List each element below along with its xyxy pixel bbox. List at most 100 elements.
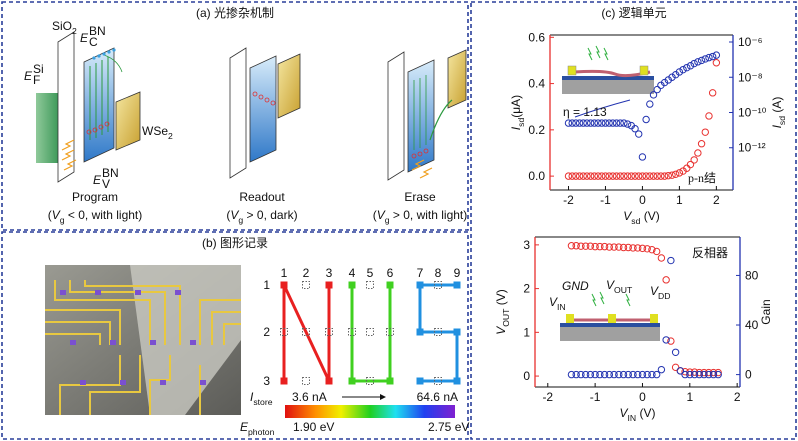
text-part: (A) <box>770 97 784 116</box>
node <box>416 328 424 336</box>
data-point <box>652 370 661 379</box>
data-point <box>629 370 637 379</box>
data-point <box>586 119 595 127</box>
data-point <box>609 172 617 180</box>
caption-condition: (Vg > 0, dark) <box>226 208 297 225</box>
data-point <box>591 242 599 251</box>
data-point <box>631 125 639 133</box>
data-point <box>586 242 595 250</box>
data-point <box>705 370 713 379</box>
data-point <box>712 59 721 67</box>
data-point <box>605 243 614 251</box>
node-empty <box>386 328 394 336</box>
y2-tick-label: 40 <box>745 318 759 332</box>
data-point <box>634 244 642 252</box>
data-point <box>568 119 576 127</box>
y2-tick-label: 10⁻⁸ <box>738 70 763 84</box>
node <box>453 377 461 385</box>
annotation: 反相器 <box>692 246 728 260</box>
x-tick-label: 0 <box>639 390 646 404</box>
subscript: IN <box>628 413 637 423</box>
node-empty <box>434 328 442 336</box>
data-point <box>657 254 666 262</box>
data-point <box>612 172 621 180</box>
substrate <box>562 80 654 94</box>
data-point <box>690 156 698 164</box>
node <box>280 377 288 385</box>
data-point <box>646 172 654 180</box>
node <box>386 281 394 289</box>
x-tick-label: 2 <box>713 193 720 207</box>
data-point <box>572 370 580 379</box>
data-point <box>653 172 661 180</box>
data-point <box>567 242 576 250</box>
data-point <box>708 89 717 97</box>
x-axis-label: VIN (V) <box>620 406 656 423</box>
data-point <box>649 91 658 99</box>
caption-condition: (Vg < 0, with light) <box>48 208 143 225</box>
excite-arrows <box>89 57 109 140</box>
text-part: SiO <box>52 19 72 33</box>
excite-arrows <box>413 75 427 150</box>
text-part: V <box>494 326 508 335</box>
column-label: 3 <box>326 266 333 280</box>
electrodes <box>45 280 241 415</box>
y2-tick-label: 10⁻¹⁰ <box>738 106 767 120</box>
data-point <box>664 171 673 180</box>
node <box>348 281 356 289</box>
data-point <box>657 365 666 374</box>
text-part: V <box>620 406 629 420</box>
text-part: (V) <box>640 209 659 223</box>
node-empty <box>366 377 374 385</box>
data-point <box>581 242 590 250</box>
data-point <box>700 370 708 379</box>
data-point <box>635 172 643 180</box>
subscript: OUT <box>501 308 511 327</box>
light <box>411 159 433 179</box>
data-point <box>646 100 654 108</box>
column-label: 8 <box>435 266 442 280</box>
subscript: F <box>33 73 40 87</box>
data-point <box>610 243 618 251</box>
x-tick-label: -2 <box>563 193 574 207</box>
data-point <box>690 370 699 379</box>
ephoton-max: 2.75 eV <box>428 420 469 434</box>
node-empty <box>366 328 374 336</box>
row-label: 2 <box>263 325 270 339</box>
dielectric <box>562 76 654 80</box>
data-point <box>649 172 658 180</box>
text-part: (V) <box>494 289 508 308</box>
data-point <box>586 370 595 379</box>
row-label: 3 <box>263 374 270 388</box>
data-point <box>638 370 647 379</box>
data-point <box>671 170 680 178</box>
x-axis-label: Vsd (V) <box>623 209 659 226</box>
text-part: V <box>650 284 659 298</box>
si <box>36 93 58 163</box>
data-point <box>583 119 591 127</box>
node <box>453 281 461 289</box>
data-point <box>615 370 623 379</box>
caption-title: Program <box>72 190 118 204</box>
node-empty <box>348 328 356 336</box>
data-point <box>648 370 656 379</box>
panel-title: (c) 逻辑单元 <box>601 6 666 20</box>
text-part: (V) <box>636 406 655 420</box>
data-point <box>642 172 650 180</box>
data-point <box>709 368 718 377</box>
frame-b <box>1 231 469 440</box>
data-point <box>579 172 587 180</box>
y-tick-label: 1 <box>523 325 530 339</box>
data-point <box>667 256 675 265</box>
sio2-label: SiO2 <box>52 19 77 36</box>
data-point <box>564 119 573 127</box>
text-part: > 0, with light) <box>390 208 468 222</box>
y-tick-label: 2 <box>523 282 530 296</box>
color-bar <box>285 405 455 418</box>
text-part: > 0, dark) <box>243 208 297 222</box>
y-axis-label: Isd(μA) <box>509 95 526 130</box>
column-label: 2 <box>303 266 310 280</box>
data-point <box>590 172 599 180</box>
subscript: 2 <box>168 131 173 141</box>
data-point <box>695 368 703 377</box>
